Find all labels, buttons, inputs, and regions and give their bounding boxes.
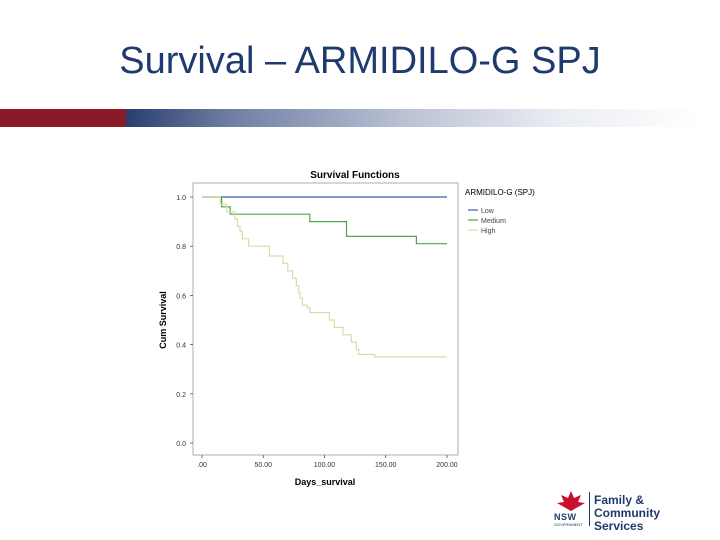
x-tick-label: 50.00 [254,462,272,469]
waratah-icon [557,491,585,511]
x-tick-label: .00 [197,462,207,469]
series-lines [202,196,447,358]
y-ticks: 0.0 0.2 0.4 0.6 0.8 1.0 [176,195,193,448]
legend-label-low: Low [481,208,495,215]
legend-title: ARMIDILO-G (SPJ) [465,188,535,197]
y-tick-label: 0.4 [176,343,186,350]
nsw-fcs-logo: NSW GOVERNMENT Family & Community Servic… [552,490,712,533]
legend-label-medium: Medium [481,218,506,225]
x-axis-label: Days_survival [295,477,356,487]
y-tick-label: 0.2 [176,392,186,399]
nsw-wordmark: NSW [554,512,577,522]
x-tick-label: 200.00 [436,462,458,469]
logo-divider [589,492,590,526]
series-line-high [202,196,447,358]
y-tick-label: 1.0 [176,195,186,202]
fcs-wordmark: Family & Community Services [594,494,712,533]
y-tick-label: 0.0 [176,441,186,448]
chart-title: Survival Functions [310,170,400,181]
y-axis-label: Cum Survival [158,291,168,349]
x-ticks: .00 50.00 100.00 150.00 200.00 [197,455,458,469]
x-tick-label: 100.00 [314,462,336,469]
slide-title: Survival – ARMIDILO-G SPJ [119,40,601,82]
x-tick-label: 150.00 [375,462,397,469]
fcs-line-1: Family & [594,493,645,507]
legend-label-high: High [481,228,496,235]
plot-frame [192,182,459,456]
y-tick-label: 0.8 [176,244,186,251]
nsw-government-text: GOVERNMENT [554,522,583,527]
fcs-line-2: Community Services [594,506,660,533]
series-line-medium [202,196,447,245]
y-tick-label: 0.6 [176,293,186,300]
accent-bar [0,109,720,127]
legend: ARMIDILO-G (SPJ) Low Medium High [465,188,535,235]
